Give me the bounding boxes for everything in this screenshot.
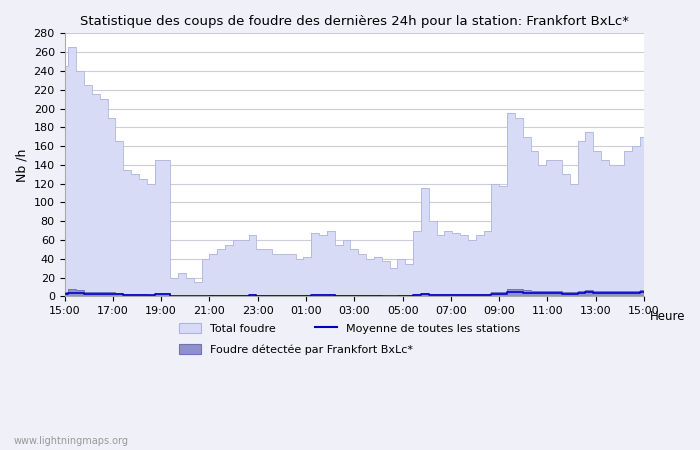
Y-axis label: Nb /h: Nb /h [15, 148, 28, 182]
Title: Statistique des coups de foudre des dernières 24h pour la station: Frankfort BxL: Statistique des coups de foudre des dern… [80, 15, 629, 28]
Legend: Foudre détectée par Frankfort BxLc*: Foudre détectée par Frankfort BxLc* [174, 340, 417, 359]
Text: Heure: Heure [650, 310, 685, 323]
Text: www.lightningmaps.org: www.lightningmaps.org [14, 436, 129, 446]
